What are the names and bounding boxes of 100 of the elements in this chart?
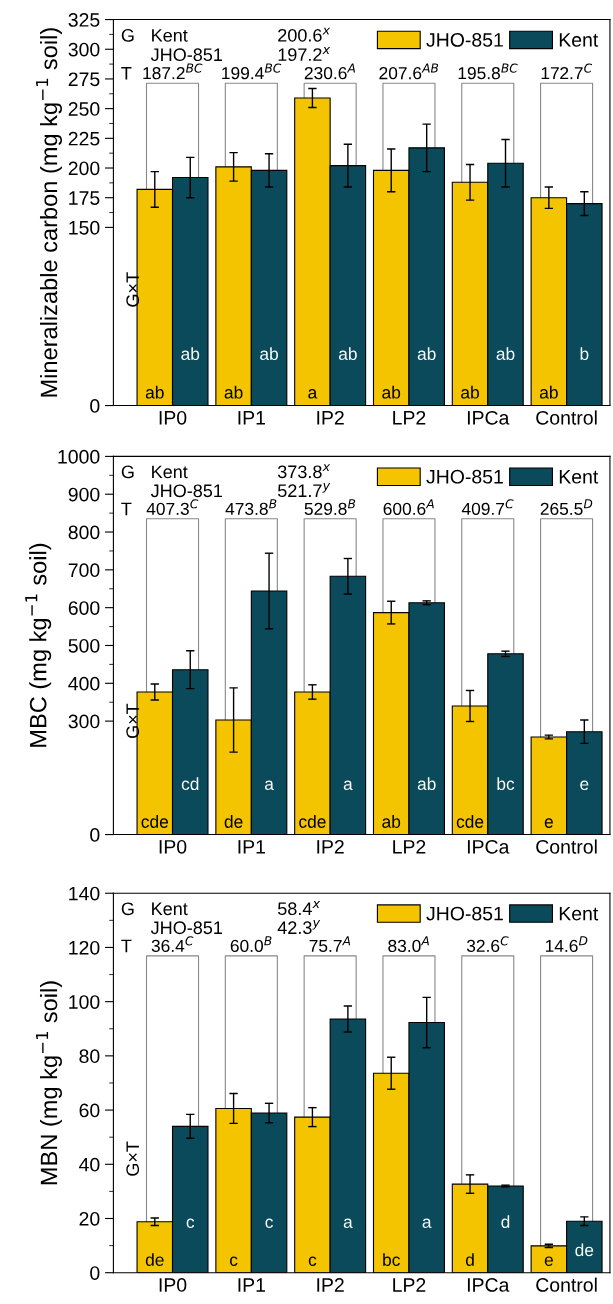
annotation: 60.0$^{B}$ <box>230 936 272 953</box>
data-label: b <box>580 347 589 361</box>
annotation: 58.4$^{x}$ <box>277 901 321 916</box>
y-tick-label: 80 <box>79 1049 100 1064</box>
annotation: G <box>121 28 134 42</box>
data-label: de <box>224 815 243 828</box>
annotation: 265.5$^{D}$ <box>540 499 593 516</box>
data-label: e <box>580 780 589 791</box>
y-axis-title: Mineralizable carbon (mg kg$^{−1}$ soil) <box>36 28 62 397</box>
y-tick-label: 900 <box>68 487 100 502</box>
annotation: T <box>121 939 132 953</box>
x-tick-label: IP1 <box>238 411 265 425</box>
data-label: e <box>544 818 553 828</box>
annotation: 407.3$^{C}$ <box>146 499 199 515</box>
data-label: ab <box>260 347 278 361</box>
y-axis-title: MBN (mg kg$^{−1}$ soil) <box>36 981 62 1185</box>
x-tick-label: IP1 <box>238 1278 265 1292</box>
x-tick-label: IPCa <box>467 1278 510 1292</box>
legend-label: Kent <box>559 906 599 921</box>
y-tick-label: 60 <box>79 1103 100 1118</box>
annotation: 195.8$^{BC}$ <box>458 63 518 80</box>
data-label: c <box>308 1256 317 1266</box>
data-label: a <box>343 1218 353 1229</box>
y-tick-label: 200 <box>68 161 100 176</box>
x-tick-label: IP0 <box>159 839 187 854</box>
y-tick-label: 0 <box>90 1266 100 1280</box>
data-label: cde <box>299 815 326 828</box>
x-tick-label: LP2 <box>393 839 426 854</box>
y-tick-label: 175 <box>69 191 100 205</box>
y-tick-label: 20 <box>79 1211 100 1226</box>
annotation: 83.0$^{A}$ <box>388 936 429 953</box>
data-label: a <box>422 1218 432 1229</box>
annotation: 172.7$^{C}$ <box>541 63 593 80</box>
data-label: ab <box>145 385 164 399</box>
annotation: 36.4$^{C}$ <box>151 936 194 953</box>
annotation: 473.8$^{B}$ <box>225 499 277 516</box>
annotation: G×T <box>126 272 140 307</box>
legend-label: JHO-851 <box>426 33 503 47</box>
annotation: 521.7$^{y}$ <box>277 483 331 498</box>
data-label: ab <box>181 347 200 361</box>
annotation: G×T <box>126 1141 140 1176</box>
annotation: G×T <box>126 703 140 739</box>
annotation: 529.8$^{B}$ <box>304 499 356 516</box>
x-tick-label: IP2 <box>317 410 344 425</box>
annotation: Kent <box>152 902 188 916</box>
data-label: e <box>544 1256 553 1266</box>
data-label: ab <box>382 385 401 399</box>
data-label: ab <box>224 385 243 399</box>
legend-label: Kent <box>559 33 599 47</box>
data-label: ab <box>496 347 515 361</box>
y-tick-label: 140 <box>69 886 100 901</box>
annotation: 199.4$^{BC}$ <box>222 63 282 80</box>
y-tick-label: 700 <box>68 563 100 578</box>
x-tick-label: IP0 <box>159 410 187 425</box>
y-tick-label: 1000 <box>58 449 100 464</box>
legend-label: JHO-851 <box>426 906 503 921</box>
y-tick-label: 600 <box>68 601 100 615</box>
x-tick-label: Control <box>536 839 597 854</box>
data-label: de <box>145 1253 164 1266</box>
x-tick-label: IPCa <box>467 410 510 425</box>
annotation: G <box>121 465 134 479</box>
legend-label: Kent <box>559 470 599 484</box>
data-label: cde <box>456 815 484 828</box>
annotation: 32.6$^{C}$ <box>466 936 509 953</box>
x-tick-label: IP0 <box>159 1278 187 1292</box>
data-label: ab <box>338 347 357 361</box>
y-tick-label: 250 <box>68 102 100 116</box>
data-label: a <box>264 780 274 791</box>
data-label: ab <box>417 777 436 791</box>
data-label: ab <box>539 385 558 399</box>
y-tick-label: 0 <box>90 828 100 842</box>
y-tick-label: 150 <box>69 220 100 235</box>
annotation: 187.2$^{BC}$ <box>143 63 203 80</box>
x-tick-label: LP2 <box>393 410 426 425</box>
annotation: JHO-851 <box>150 48 223 62</box>
y-tick-label: 225 <box>68 131 100 146</box>
annotation: Kent <box>152 465 188 479</box>
data-label: c <box>265 1218 273 1229</box>
x-tick-label: IP1 <box>238 840 265 854</box>
y-tick-label: 120 <box>69 940 100 955</box>
annotation: 200.6$^{x}$ <box>278 27 331 42</box>
data-label: ab <box>461 385 479 399</box>
x-tick-label: IPCa <box>467 839 510 854</box>
annotation: T <box>121 67 132 80</box>
annotation: 230.6$^{A}$ <box>304 63 356 80</box>
annotation: 42.3$^{y}$ <box>277 920 321 935</box>
annotation: 14.6$^{D}$ <box>545 936 588 953</box>
legend-label: JHO-851 <box>426 469 503 484</box>
y-tick-label: 400 <box>68 676 100 691</box>
y-axis-title: MBC (mg kg$^{−1}$ soil) <box>25 543 52 747</box>
x-tick-label: IP2 <box>317 839 344 854</box>
annotation: JHO-851 <box>150 484 223 498</box>
y-tick-label: 100 <box>69 995 100 1009</box>
annotation: Kent <box>152 29 188 42</box>
y-tick-label: 300 <box>68 714 100 729</box>
y-tick-label: 300 <box>68 42 100 57</box>
annotation: 373.8$^{x}$ <box>277 464 331 479</box>
y-tick-label: 275 <box>68 72 100 87</box>
y-tick-label: 40 <box>79 1157 100 1172</box>
x-tick-label: IP2 <box>317 1278 344 1292</box>
